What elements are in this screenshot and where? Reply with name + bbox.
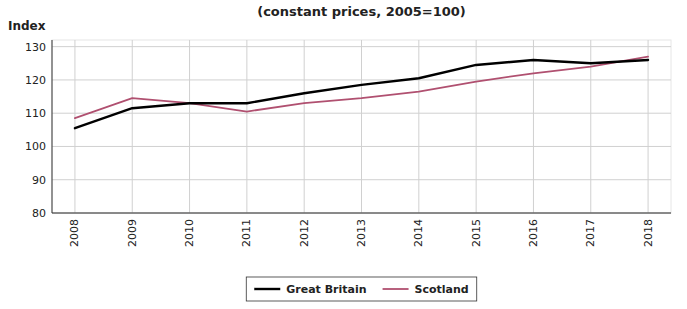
legend-label: Scotland [415,283,469,296]
legend-box [246,277,476,301]
y-tick-label: 110 [25,107,46,120]
x-grid-line [74,40,75,213]
y-tick-label: 90 [32,174,46,187]
x-tick-label: 2008 [68,219,81,247]
y-grid-line [52,213,671,214]
x-tick-label: 2013 [355,219,368,247]
x-grid-line [648,40,649,213]
title: (constant prices, 2005=100) [257,4,466,19]
series-line [75,60,648,128]
x-tick-label: 2009 [126,219,139,247]
x-tick-label: 2015 [470,219,483,247]
chart-svg: (constant prices, 2005=100) Index 80 90 100 1… [0,0,687,309]
x-tick-label: 2017 [584,219,597,247]
y-tick-label: 130 [25,41,46,54]
y-axis-label: Index [8,19,46,33]
legend-item: Scotland [383,283,469,296]
x-tick-label: 2011 [240,219,253,247]
x-axis-line [52,213,671,214]
x-grid-line [361,40,362,213]
x-grid-line [189,40,190,213]
y-tick-label: 120 [25,74,46,87]
y-tick-label: 80 [32,207,46,220]
x-tick-label: 2010 [183,219,196,247]
chart-container: (constant prices, 2005=100) Index 80 90 100 1… [0,0,687,309]
x-grid-line [418,40,419,213]
legend-label: Great Britain [286,283,366,296]
legend-swatch [254,288,280,290]
legend-swatch [383,288,409,290]
x-tick-label: 2018 [642,219,655,247]
x-tick-label: 2012 [298,219,311,247]
x-grid-line [132,40,133,213]
x-grid-line [533,40,534,213]
x-tick-label: 2014 [412,219,425,247]
x-tick-label: 2016 [527,219,540,247]
legend: Great Britain Scotland [246,277,476,301]
x-grid-line [246,40,247,213]
legend-item: Great Britain [254,283,366,296]
y-tick-label: 100 [25,140,46,153]
y-axis-line [52,40,53,213]
series-line [75,57,648,119]
lines [75,57,648,129]
grid [52,40,671,213]
x-grid-line [304,40,305,213]
plot-frame [52,40,671,213]
